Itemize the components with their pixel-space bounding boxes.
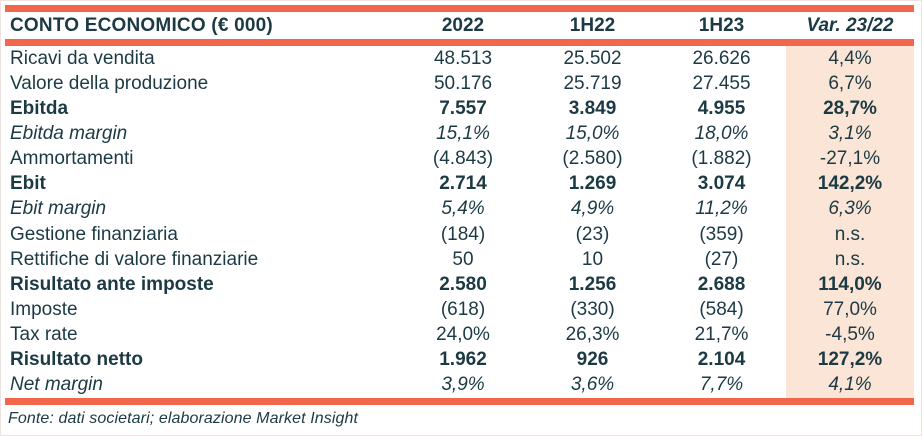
row-label: Risultato netto xyxy=(10,349,143,371)
value-var-23-22: 4,1% xyxy=(786,372,914,398)
value-1h23: (359) xyxy=(699,223,744,245)
value-1h22: 15,0% xyxy=(565,122,620,144)
table-row: Tax rate 24,0% 26,3% 21,7% -4,5% xyxy=(5,322,914,348)
value-var-23-22: 6,3% xyxy=(786,196,914,222)
header-rule xyxy=(5,39,914,46)
row-label: Ebitda xyxy=(10,97,69,119)
table-row: Ebit margin 5,4% 4,9% 11,2% 6,3% xyxy=(5,196,914,222)
value-var-23-22: 28,7% xyxy=(786,96,914,122)
top-rule xyxy=(5,5,914,12)
row-label: Ebit margin xyxy=(10,198,107,220)
value-1h23: 27.455 xyxy=(692,72,751,94)
table-row: Gestione finanziaria (184) (23) (359) n.s. xyxy=(5,221,914,248)
table-row: Ricavi da vendita 48.513 25.502 26.626 4,4% xyxy=(5,46,914,72)
row-label: Net margin xyxy=(10,374,103,396)
value-1h23: (27) xyxy=(704,248,739,270)
column-header-var-23-22: Var. 23/22 xyxy=(806,14,894,36)
value-2022: 15,1% xyxy=(436,122,490,144)
value-2022: 3,9% xyxy=(441,374,485,396)
table-row: Rettifiche di valore finanziarie 50 10 (27)… xyxy=(5,247,914,273)
value-var-23-22: n.s. xyxy=(786,247,914,273)
table-row: Ebitda margin 15,1% 15,0% 18,0% 3,1% xyxy=(5,121,914,147)
value-1h22: 26,3% xyxy=(565,324,620,346)
table-row: Imposte (618) (330) (584) 77,0% xyxy=(5,297,914,323)
row-label: Valore della produzione xyxy=(10,72,209,94)
value-2022: 7.557 xyxy=(439,97,487,119)
value-var-23-22: 114,0% xyxy=(786,272,914,298)
value-1h22: 1.256 xyxy=(568,273,617,295)
row-label: Ebit xyxy=(10,173,46,195)
table-row: Ammortamenti (4.843) (2.580) (1.882) -27,1% xyxy=(5,146,914,172)
column-header-1h23: 1H23 xyxy=(698,14,745,36)
row-label: Imposte xyxy=(10,298,78,320)
value-1h22: 25.719 xyxy=(563,72,622,94)
value-1h23: 26.626 xyxy=(692,47,751,69)
table-row: Risultato netto 1.962 926 2.104 127,2% xyxy=(5,347,914,373)
value-2022: 2.580 xyxy=(439,273,487,295)
value-1h22: 4,9% xyxy=(570,198,615,220)
value-var-23-22: -4,5% xyxy=(786,322,914,348)
table-row: Ebit 2.714 1.269 3.074 142,2% xyxy=(5,171,914,197)
value-var-23-22: 127,2% xyxy=(786,347,914,373)
source-note: Fonte: dati societari; elaborazione Mark… xyxy=(8,409,359,427)
value-1h23: 2.688 xyxy=(697,273,746,295)
value-var-23-22: n.s. xyxy=(786,221,914,248)
value-2022: 5,4% xyxy=(441,198,485,220)
value-1h23: (1.882) xyxy=(691,148,752,170)
value-var-23-22: 77,0% xyxy=(786,297,914,323)
value-2022: 50 xyxy=(452,248,474,270)
table-header-row: CONTO ECONOMICO (€ 000) 2022 1H22 1H23 V… xyxy=(5,12,914,39)
income-statement-table: CONTO ECONOMICO (€ 000) 2022 1H22 1H23 V… xyxy=(5,5,914,405)
value-1h23: 18,0% xyxy=(694,122,749,144)
value-1h23: 2.104 xyxy=(697,349,746,371)
value-var-23-22: 3,1% xyxy=(786,121,914,147)
table-row: Ebitda 7.557 3.849 4.955 28,7% xyxy=(5,96,914,122)
table-title: CONTO ECONOMICO (€ 000) xyxy=(10,14,273,36)
value-var-23-22: 4,4% xyxy=(786,46,914,72)
value-2022: 1.962 xyxy=(439,349,487,371)
value-1h22: 3.849 xyxy=(568,97,617,119)
value-1h23: (584) xyxy=(699,298,744,320)
column-header-1h22: 1H22 xyxy=(569,14,616,36)
value-1h22: 25.502 xyxy=(563,47,622,69)
row-label: Rettifiche di valore finanziarie xyxy=(10,248,259,270)
table-row: Valore della produzione 50.176 25.719 27.45… xyxy=(5,71,914,97)
table-row: Net margin 3,9% 3,6% 7,7% 4,1% xyxy=(5,372,914,398)
value-1h22: (23) xyxy=(575,223,610,245)
value-1h22: 3,6% xyxy=(570,374,615,396)
table-row: Risultato ante imposte 2.580 1.256 2.688 114… xyxy=(5,272,914,298)
value-var-23-22: -27,1% xyxy=(786,146,914,172)
column-header-2022: 2022 xyxy=(441,14,485,36)
value-1h23: 11,2% xyxy=(695,198,748,220)
value-1h23: 21,7% xyxy=(694,324,749,346)
value-2022: (184) xyxy=(440,223,486,245)
value-1h22: (2.580) xyxy=(562,148,623,170)
value-1h22: (330) xyxy=(570,298,615,320)
bottom-rule xyxy=(5,397,914,405)
value-1h22: 10 xyxy=(581,248,604,270)
value-2022: 50.176 xyxy=(433,72,493,94)
value-2022: 24,0% xyxy=(436,324,490,346)
value-1h22: 1.269 xyxy=(568,173,617,195)
row-label: Ricavi da vendita xyxy=(10,47,155,69)
value-2022: 2.714 xyxy=(439,173,487,195)
row-label: Ebitda margin xyxy=(10,122,128,144)
row-label: Risultato ante imposte xyxy=(10,273,214,295)
value-1h23: 3.074 xyxy=(697,173,746,195)
row-label: Gestione finanziaria xyxy=(10,223,178,245)
value-1h22: 926 xyxy=(576,349,609,371)
value-1h23: 7,7% xyxy=(699,374,744,396)
value-1h23: 4.955 xyxy=(697,97,746,119)
row-label: Tax rate xyxy=(10,324,78,346)
row-label: Ammortamenti xyxy=(10,148,134,170)
value-var-23-22: 6,7% xyxy=(786,71,914,97)
value-2022: (618) xyxy=(440,298,486,320)
value-2022: (4.843) xyxy=(432,148,494,170)
table-body: Ricavi da vendita 48.513 25.502 26.626 4,4% V… xyxy=(5,46,914,398)
value-2022: 48.513 xyxy=(433,47,493,69)
value-var-23-22: 142,2% xyxy=(786,171,914,197)
